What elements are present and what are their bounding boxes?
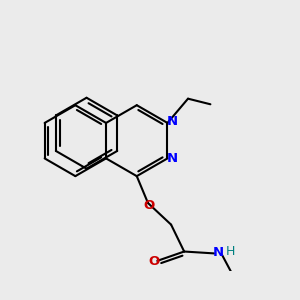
- Text: O: O: [143, 200, 154, 212]
- Text: N: N: [167, 115, 178, 128]
- Text: H: H: [226, 245, 236, 258]
- Text: O: O: [149, 255, 160, 268]
- Text: N: N: [167, 152, 178, 165]
- Text: N: N: [213, 246, 224, 259]
